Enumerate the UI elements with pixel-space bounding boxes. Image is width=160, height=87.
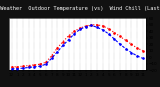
Text: Milwaukee Weather  Outdoor Temperature (vs)  Wind Chill (Last 24 Hours): Milwaukee Weather Outdoor Temperature (v…: [0, 6, 160, 11]
